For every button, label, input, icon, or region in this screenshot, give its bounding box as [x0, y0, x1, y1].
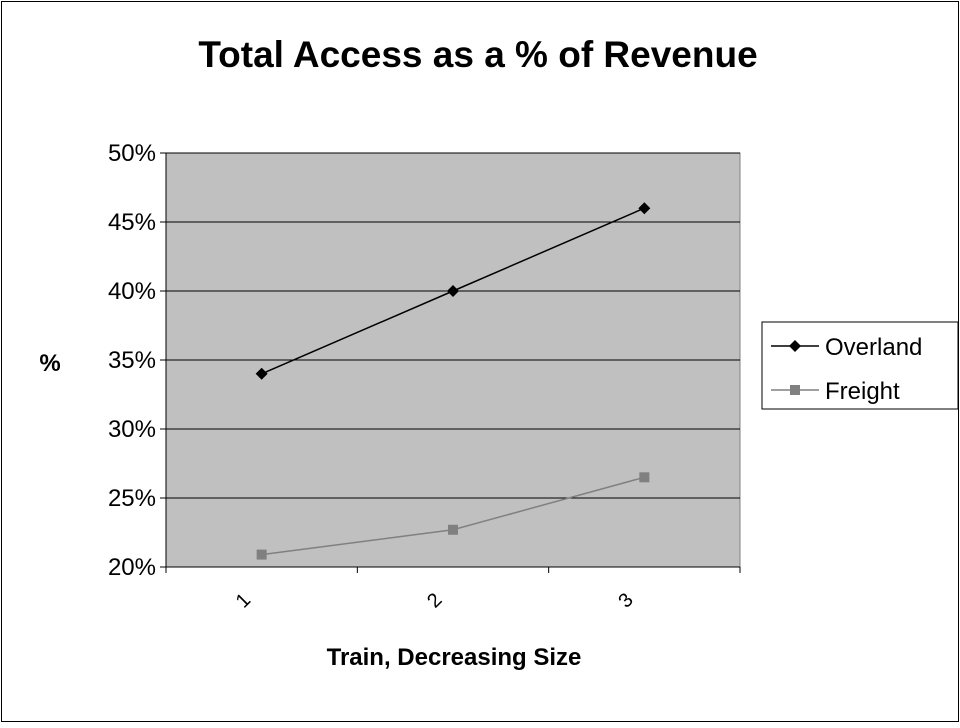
- legend-marker-overland: [789, 340, 801, 352]
- y-tick-label: 35%: [108, 347, 156, 374]
- y-tick-label: 25%: [108, 485, 156, 512]
- freight-point: [256, 549, 267, 560]
- x-axis-label: Train, Decreasing Size: [327, 644, 582, 671]
- series: [255, 202, 651, 560]
- y-tick-label: 20%: [108, 554, 156, 581]
- y-tick-label: 40%: [108, 278, 156, 305]
- axes: [160, 152, 741, 573]
- legend-label-freight: Freight: [825, 378, 900, 405]
- y-tick-label: 50%: [108, 140, 156, 167]
- legend-items: Overland Freight: [771, 334, 922, 405]
- legend-marker-freight: [790, 385, 800, 395]
- chart-title: Total Access as a % of Revenue: [198, 34, 757, 75]
- freight-point: [448, 524, 458, 535]
- legend-label-overland: Overland: [825, 334, 922, 361]
- legend: Overland Freight: [761, 321, 959, 410]
- y-tick-label: 30%: [108, 416, 156, 443]
- y-tick-label: 45%: [108, 209, 156, 236]
- overland-point: [447, 285, 459, 297]
- freight-point: [639, 472, 650, 483]
- y-tick-labels: 20% 25% 30% 35% 40% 45% 50%: [108, 140, 156, 581]
- gridlines: [166, 152, 740, 499]
- overland-point: [638, 202, 651, 215]
- overland-point: [255, 367, 268, 380]
- y-axis-label: %: [39, 350, 60, 377]
